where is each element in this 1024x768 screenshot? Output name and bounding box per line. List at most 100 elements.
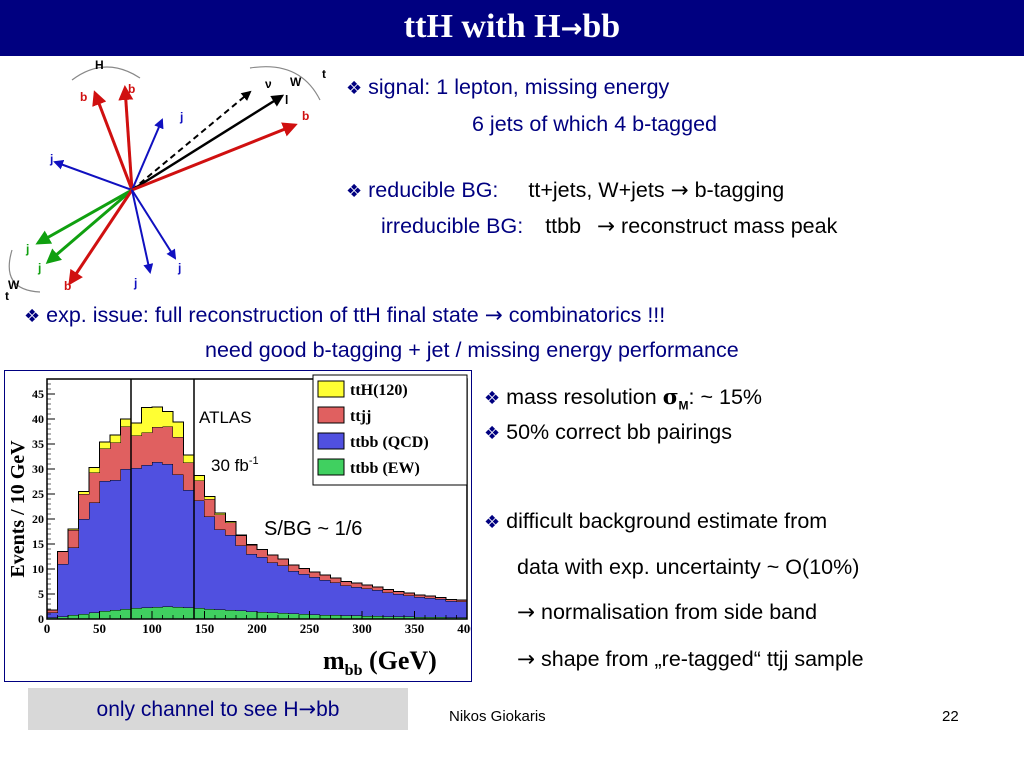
bar-ttjj <box>320 575 331 580</box>
pairings-text: 50% correct bb pairings <box>506 420 732 444</box>
bar-tth-120- <box>173 422 184 437</box>
bar-ttjj <box>141 432 152 465</box>
bar-ttbb-ew- <box>288 613 299 619</box>
bar-ttjj <box>351 583 362 587</box>
bar-ttbb-qcd- <box>404 595 415 617</box>
label-j-green2: j <box>37 261 41 275</box>
label-j-left: j <box>49 152 53 166</box>
legend-swatch <box>317 432 345 450</box>
author: Nikos Giokaris <box>449 708 546 725</box>
shape: → shape from „re-tagged“ ttjj sample <box>517 647 864 672</box>
bar-ttbb-ew- <box>309 614 320 619</box>
x-tick-label: 150 <box>195 621 215 636</box>
arrow-icon: → <box>517 647 536 672</box>
y-tick-label: 45 <box>32 387 44 401</box>
bullet-icon: ❖ <box>346 78 363 99</box>
bar-ttbb-ew- <box>414 617 425 619</box>
bar-ttjj <box>236 535 247 546</box>
bar-ttbb-ew- <box>131 608 142 619</box>
bar-ttbb-ew- <box>299 614 310 619</box>
bar-ttbb-qcd- <box>194 500 205 608</box>
bar-ttbb-ew- <box>425 617 436 619</box>
bar-ttbb-ew- <box>204 609 215 619</box>
bar-tth-120- <box>99 442 110 449</box>
difficult-text: difficult background estimate from <box>506 509 828 533</box>
bar-ttbb-qcd- <box>456 601 467 618</box>
bar-ttjj <box>330 578 341 583</box>
bar-ttbb-ew- <box>257 612 268 619</box>
bar-ttjj <box>278 559 289 566</box>
y-tick-label: 30 <box>32 462 44 476</box>
bar-tth-120- <box>78 491 89 494</box>
bar-ttjj <box>194 480 205 501</box>
histogram-frame: 0 50 100 150 200 250 300 350 400 0 5 10 15 20 25 30 35 40… <box>4 370 472 682</box>
exp-issue-line1: ❖ exp. issue: full reconstruction of ttH… <box>24 303 665 328</box>
bar-ttbb-qcd- <box>372 590 383 616</box>
arrow-icon: → <box>560 14 583 44</box>
bar-ttjj <box>299 568 310 574</box>
bullet-icon: ❖ <box>484 512 501 533</box>
bar-ttbb-qcd- <box>141 465 152 608</box>
bar-ttbb-qcd- <box>341 585 352 616</box>
bar-ttbb-ew- <box>372 616 383 619</box>
bar-ttbb-qcd- <box>330 582 341 615</box>
bar-ttbb-qcd- <box>236 545 247 611</box>
x-tick-label: 0 <box>44 621 51 636</box>
bar-ttbb-qcd- <box>78 519 89 614</box>
bar-ttjj <box>425 596 436 598</box>
y-tick-label: 10 <box>32 562 44 576</box>
bar-tth-120- <box>215 513 226 515</box>
bar-ttjj <box>404 593 415 596</box>
bar-ttjj <box>47 610 58 613</box>
legend-label: ttbb (QCD) <box>350 434 429 451</box>
page-number: 22 <box>942 708 959 725</box>
arrow-icon: → <box>517 600 536 625</box>
bar-ttbb-ew- <box>393 616 404 619</box>
bar-ttbb-qcd- <box>246 554 257 612</box>
mbb-histogram: 0 50 100 150 200 250 300 350 400 0 5 10 15 20 25 30 35 40… <box>7 374 471 679</box>
bar-tth-120- <box>194 475 205 481</box>
label-H: H <box>95 58 104 72</box>
bar-ttjj <box>372 587 383 590</box>
arrow-icon: → <box>670 178 689 203</box>
bar-ttbb-ew- <box>435 617 446 619</box>
bar-ttbb-qcd- <box>225 535 236 610</box>
bar-ttjj <box>257 549 268 557</box>
label-b2: b <box>128 82 135 96</box>
label-b-right: b <box>302 109 309 123</box>
bar-ttjj <box>393 591 404 594</box>
bar-ttbb-ew- <box>225 610 236 619</box>
y-tick-label: 40 <box>32 412 44 426</box>
exp-issue-text2: need good b-tagging + jet / missing ener… <box>205 338 739 362</box>
bar-ttbb-qcd- <box>257 557 268 612</box>
bar-tth-120- <box>152 407 163 427</box>
signal-line1: ❖ signal: 1 lepton, missing energy <box>346 75 669 100</box>
footer-box-suffix: bb <box>316 698 340 721</box>
bullet-icon: ❖ <box>24 306 41 327</box>
y-tick-label: 0 <box>38 612 44 626</box>
bullet-icon: ❖ <box>484 423 501 444</box>
x-tick-label: 350 <box>405 621 425 636</box>
x-tick-label: 400 <box>457 621 471 636</box>
bar-ttbb-qcd- <box>110 480 121 610</box>
x-axis-label: mbb (GeV) <box>323 646 437 679</box>
bar-ttbb-qcd- <box>267 562 278 613</box>
bar-ttbb-ew- <box>246 611 257 619</box>
bar-ttbb-qcd- <box>362 588 373 616</box>
bar-ttbb-ew- <box>162 606 173 619</box>
bar-ttbb-ew- <box>194 608 205 619</box>
event-topology-diagram: H b b t W ν l b j j j j W t b j j <box>5 58 326 303</box>
bar-ttbb-qcd- <box>383 592 394 617</box>
bar-ttbb-qcd- <box>57 564 68 617</box>
mass-resolution: ❖ mass resolution σM: ~ 15% <box>484 385 762 412</box>
reducible-label: reducible BG: <box>368 178 499 202</box>
difficult-bg: ❖ difficult background estimate from <box>484 509 827 534</box>
legend-label: ttbb (EW) <box>350 460 420 477</box>
bar-ttbb-qcd- <box>278 565 289 613</box>
bar-ttbb-ew- <box>183 607 194 619</box>
bar-tth-120- <box>204 496 215 499</box>
bar-ttbb-qcd- <box>446 601 457 618</box>
bar-ttbb-ew- <box>78 614 89 619</box>
bar-ttjj <box>215 514 226 530</box>
bar-ttbb-qcd- <box>204 516 215 609</box>
